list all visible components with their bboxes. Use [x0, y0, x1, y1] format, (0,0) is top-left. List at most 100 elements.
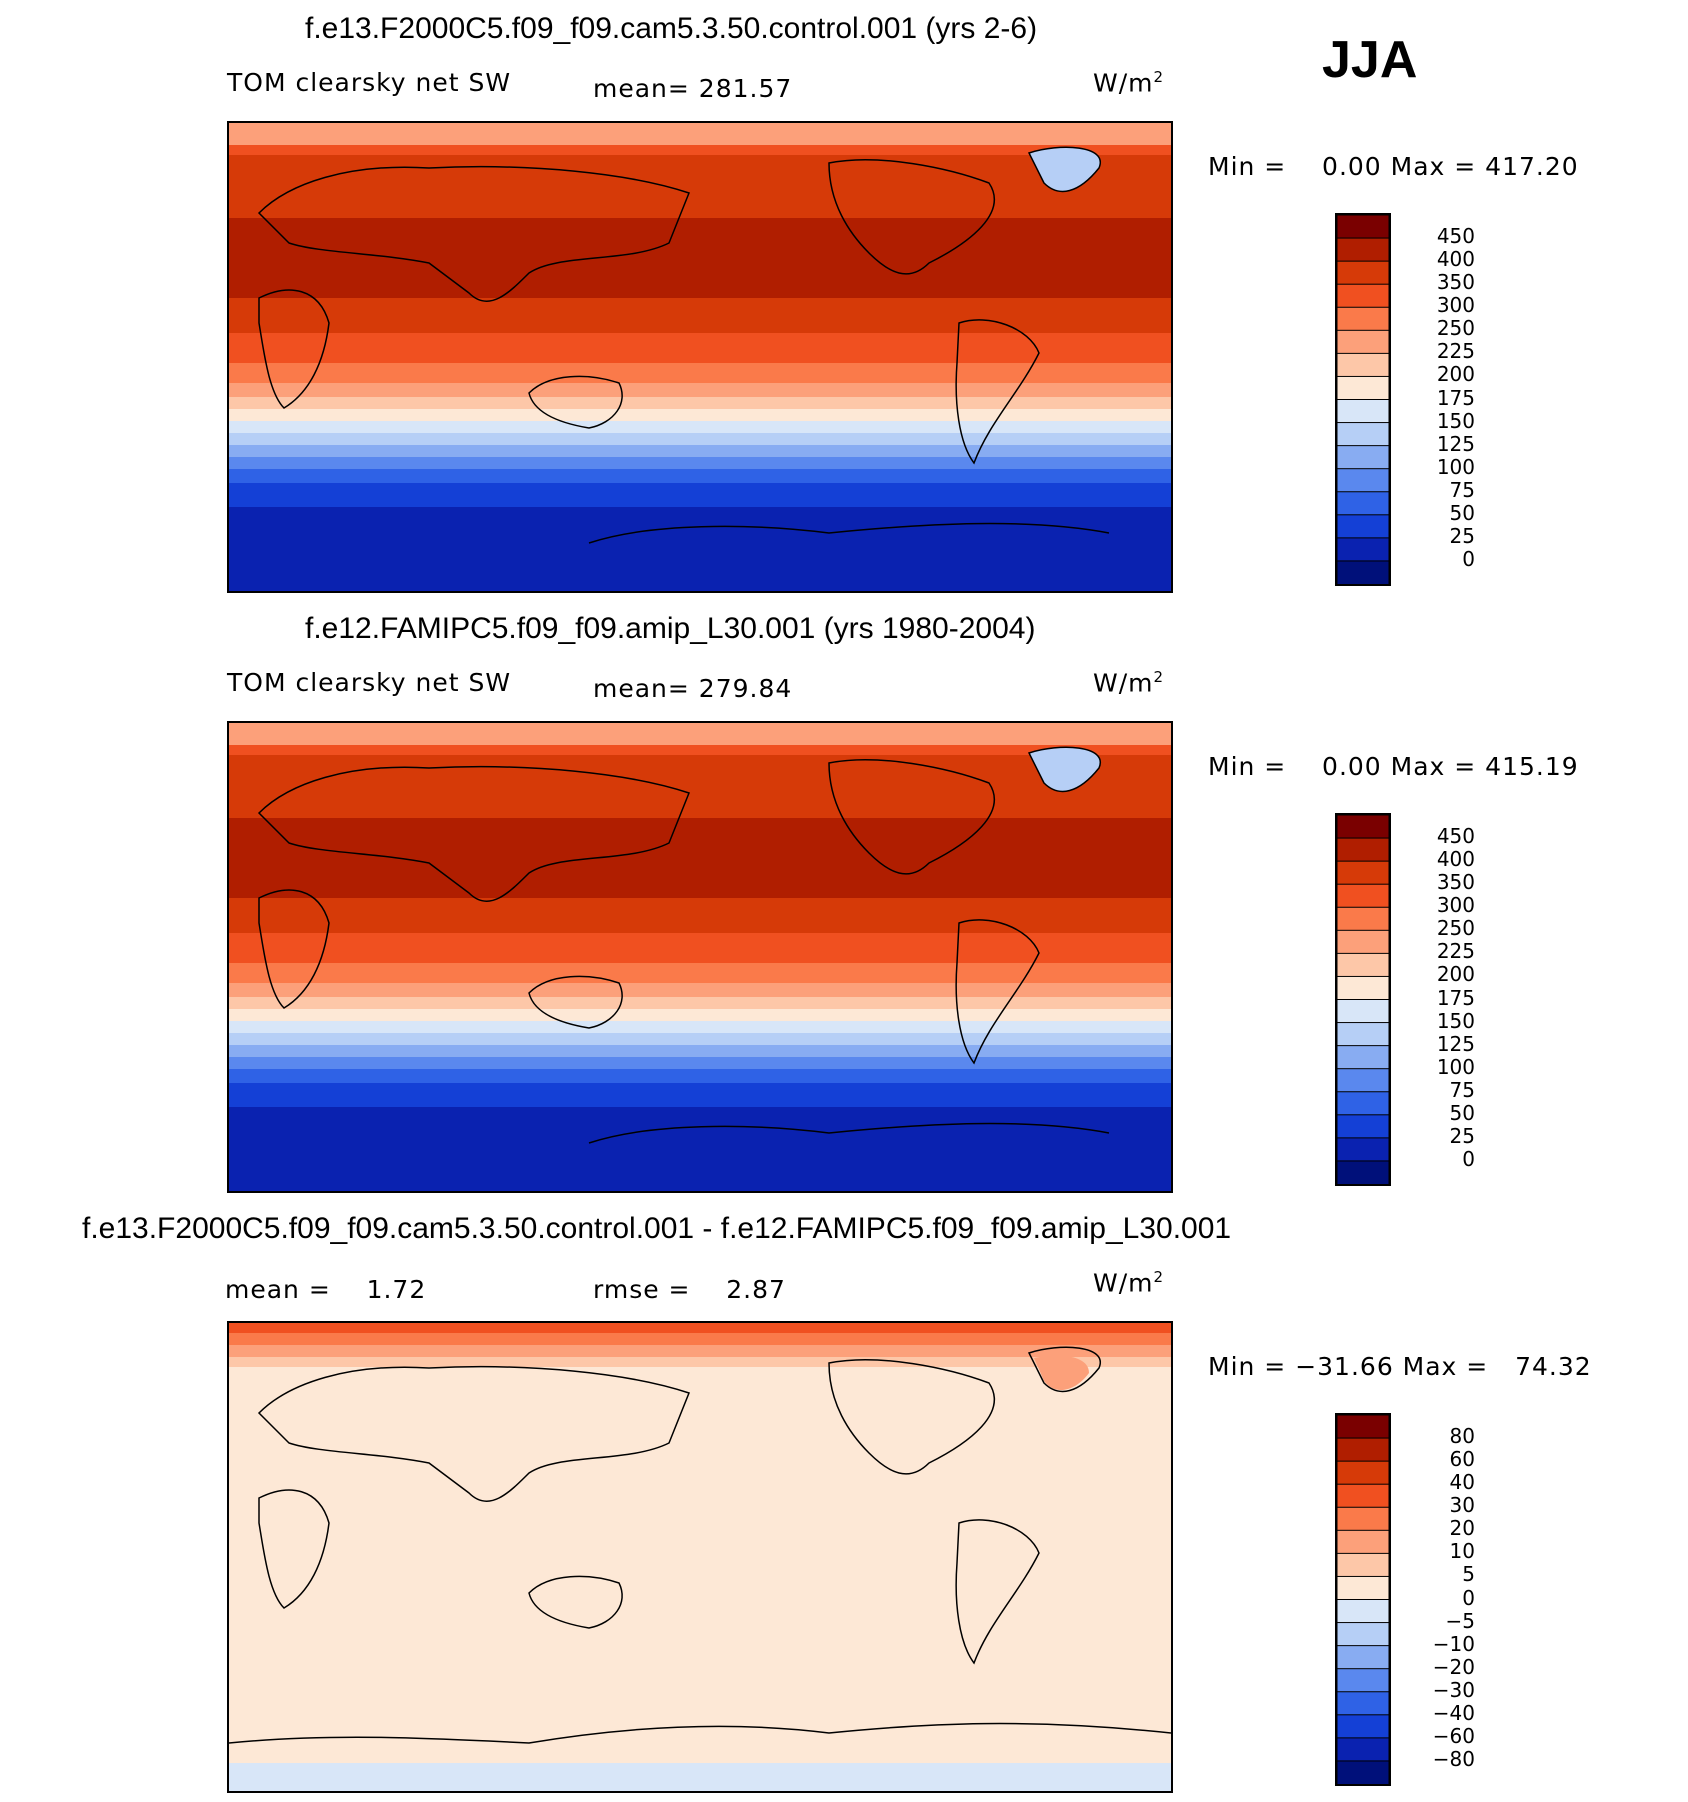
colorbar-level-label: 200: [1436, 962, 1475, 987]
colorbar-level-label: 0: [1462, 546, 1475, 571]
colorbar-level-label: 225: [1436, 339, 1475, 364]
colorbar-swatch: [1337, 560, 1389, 584]
panel-1-variable-label: TOM clearsky net SW: [227, 68, 512, 97]
colorbar-swatch: [1337, 1737, 1389, 1762]
colorbar-level-label: 10: [1449, 1539, 1475, 1564]
colorbar-level-label: −30: [1432, 1677, 1475, 1702]
colorbar-swatch: [1337, 860, 1389, 886]
colorbar-swatch: [1337, 375, 1389, 401]
colorbar-swatch: [1337, 1760, 1389, 1784]
panel-2-map-svg: [229, 723, 1171, 1191]
colorbar-swatch: [1337, 1114, 1389, 1139]
colorbar-level-label: 60: [1449, 1447, 1475, 1472]
panel-2-minmax: Min = 0.00 Max = 415.19: [1208, 752, 1579, 781]
colorbar-level-label: 30: [1449, 1493, 1475, 1518]
colorbar-level-label: −10: [1432, 1631, 1475, 1656]
colorbar-swatch: [1337, 1691, 1389, 1716]
panel-3-title: f.e13.F2000C5.f09_f09.cam5.3.50.control.…: [82, 1212, 1232, 1245]
colorbar-swatch: [1337, 1575, 1389, 1601]
colorbar-swatch: [1337, 237, 1389, 263]
colorbar-swatch: [1337, 815, 1389, 840]
panel-1-map: [227, 121, 1173, 593]
colorbar-swatch: [1337, 422, 1389, 447]
colorbar-swatch: [1337, 352, 1389, 378]
colorbar-swatch: [1337, 1622, 1389, 1647]
colorbar-swatch: [1337, 1415, 1389, 1440]
panel-3-map-svg: [229, 1323, 1171, 1791]
colorbar-swatch: [1337, 445, 1389, 470]
colorbar-swatch: [1337, 215, 1389, 240]
colorbar-swatch: [1337, 1045, 1389, 1070]
colorbar-swatch: [1337, 1137, 1389, 1162]
colorbar-level-label: −60: [1432, 1723, 1475, 1748]
colorbar-level-label: 100: [1436, 1054, 1475, 1079]
colorbar-swatch: [1337, 1552, 1389, 1578]
colorbar-level-label: 20: [1449, 1516, 1475, 1541]
panel-1-colorbar: [1335, 213, 1391, 586]
colorbar-level-label: −20: [1432, 1654, 1475, 1679]
panel-1-minmax: Min = 0.00 Max = 417.20: [1208, 152, 1579, 181]
colorbar-swatch: [1337, 283, 1389, 309]
panel-2-colorbar-svg: [1337, 815, 1389, 1184]
panel-3-colorbar: [1335, 1413, 1391, 1786]
panel-1-colorbar-svg: [1337, 215, 1389, 584]
panel-3-mean-label: mean = 1.72: [225, 1275, 427, 1304]
colorbar-level-label: 100: [1436, 454, 1475, 479]
panel-2-title: f.e12.FAMIPC5.f09_f09.amip_L30.001 (yrs …: [305, 612, 1036, 645]
colorbar-swatch: [1337, 1599, 1389, 1624]
colorbar-level-label: 40: [1449, 1470, 1475, 1495]
colorbar-level-label: 25: [1449, 1123, 1475, 1148]
colorbar-swatch: [1337, 329, 1389, 355]
colorbar-swatch: [1337, 1645, 1389, 1670]
colorbar-level-label: −80: [1432, 1746, 1475, 1771]
colorbar-level-label: 175: [1436, 985, 1475, 1010]
panel-2-map: [227, 721, 1173, 1193]
colorbar-level-label: 350: [1436, 270, 1475, 295]
colorbar-level-label: 80: [1449, 1424, 1475, 1449]
colorbar-level-label: −5: [1445, 1608, 1475, 1633]
colorbar-level-label: 300: [1436, 293, 1475, 318]
colorbar-swatch: [1337, 952, 1389, 978]
colorbar-swatch: [1337, 1068, 1389, 1093]
colorbar-swatch: [1337, 1160, 1389, 1184]
colorbar-level-label: 250: [1436, 916, 1475, 941]
colorbar-level-label: 400: [1436, 847, 1475, 872]
colorbar-level-label: 150: [1436, 1008, 1475, 1033]
colorbar-swatch: [1337, 1022, 1389, 1047]
colorbar-swatch: [1337, 399, 1389, 424]
colorbar-level-label: 450: [1436, 224, 1475, 249]
season-label: JJA: [1322, 31, 1418, 89]
colorbar-swatch: [1337, 468, 1389, 493]
panel-3-rmse-label: rmse = 2.87: [593, 1275, 786, 1304]
colorbar-level-label: 450: [1436, 824, 1475, 849]
colorbar-level-label: 0: [1462, 1585, 1475, 1610]
panel-2-colorbar: [1335, 813, 1391, 1186]
colorbar-level-label: 50: [1449, 1100, 1475, 1125]
colorbar-swatch: [1337, 883, 1389, 909]
panel-1-units: W/m2: [1093, 68, 1165, 98]
colorbar-level-label: 125: [1436, 431, 1475, 456]
colorbar-level-label: 225: [1436, 939, 1475, 964]
colorbar-level-label: 200: [1436, 362, 1475, 387]
panel-1-title: f.e13.F2000C5.f09_f09.cam5.3.50.control.…: [305, 12, 1038, 45]
colorbar-level-label: 175: [1436, 385, 1475, 410]
colorbar-level-label: 5: [1462, 1562, 1475, 1587]
colorbar-level-label: 0: [1462, 1146, 1475, 1171]
colorbar-level-label: 300: [1436, 893, 1475, 918]
colorbar-level-label: 25: [1449, 523, 1475, 548]
colorbar-level-label: 350: [1436, 870, 1475, 895]
colorbar-level-label: 50: [1449, 500, 1475, 525]
colorbar-swatch: [1337, 1437, 1389, 1463]
panel-3-units: W/m2: [1093, 1268, 1165, 1298]
colorbar-level-label: 75: [1449, 477, 1475, 502]
colorbar-level-label: 75: [1449, 1077, 1475, 1102]
panel-2-variable-label: TOM clearsky net SW: [227, 668, 512, 697]
colorbar-swatch: [1337, 1529, 1389, 1555]
colorbar-swatch: [1337, 1668, 1389, 1693]
colorbar-level-label: −40: [1432, 1700, 1475, 1725]
colorbar-swatch: [1337, 1460, 1389, 1486]
colorbar-swatch: [1337, 1714, 1389, 1739]
colorbar-level-label: 150: [1436, 408, 1475, 433]
colorbar-swatch: [1337, 514, 1389, 539]
colorbar-swatch: [1337, 999, 1389, 1024]
